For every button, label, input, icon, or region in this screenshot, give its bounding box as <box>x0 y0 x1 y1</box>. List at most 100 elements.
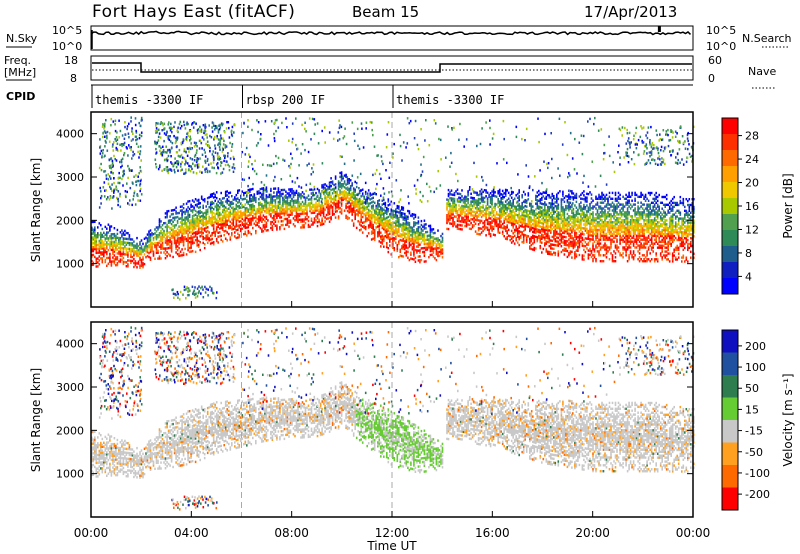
power-cell <box>209 238 212 241</box>
power-cell <box>252 226 254 230</box>
power-cell <box>187 241 189 244</box>
power-cell <box>595 197 597 200</box>
power-cell <box>407 227 409 230</box>
power-cell <box>116 228 119 232</box>
power-cell <box>370 193 373 196</box>
power-cell <box>334 191 337 194</box>
power-cell <box>608 195 611 198</box>
power-cell <box>625 213 627 216</box>
power-cell <box>604 244 606 247</box>
power-cell <box>625 234 627 237</box>
power-cell <box>197 228 200 231</box>
power-cell <box>234 209 236 213</box>
power-cell <box>464 207 466 210</box>
power-cell <box>258 192 260 195</box>
power-cell <box>249 217 251 221</box>
power-cell <box>539 207 542 211</box>
power-cell <box>384 209 387 212</box>
power-cell <box>202 220 204 223</box>
power-cell <box>226 215 228 219</box>
power-cell <box>154 242 156 245</box>
power-cell <box>240 202 242 205</box>
power-cell <box>563 239 566 242</box>
power-cell <box>480 206 483 209</box>
power-cell <box>414 241 417 244</box>
power-cell <box>98 233 101 237</box>
power-cell <box>345 173 347 177</box>
power-cell <box>566 212 569 216</box>
power-cell <box>209 193 212 196</box>
power-cell <box>500 202 502 206</box>
power-cell <box>559 225 561 228</box>
power-cell <box>112 250 114 253</box>
power-cell <box>607 211 609 214</box>
power-cell <box>416 227 418 231</box>
power-cell <box>343 174 346 177</box>
power-cell <box>258 221 260 224</box>
power-cell <box>303 204 305 207</box>
power-cell <box>238 234 241 237</box>
power-cell <box>246 226 248 229</box>
power-cell <box>375 226 377 229</box>
power-cell <box>607 226 609 230</box>
power-cell <box>176 227 179 230</box>
power-cell <box>584 227 587 230</box>
power-cell <box>626 222 629 226</box>
power-cell <box>551 214 554 217</box>
power-cell <box>535 235 537 238</box>
power-cell <box>504 206 507 209</box>
power-cell <box>438 246 441 250</box>
power-cell <box>530 240 533 243</box>
power-cell <box>572 246 575 250</box>
power-cell <box>377 203 379 207</box>
power-cell <box>221 240 224 243</box>
power-cell <box>345 187 347 190</box>
power-cell <box>167 209 170 213</box>
power-cell <box>318 220 320 223</box>
power-cell <box>501 207 504 210</box>
power-cell <box>522 212 525 215</box>
power-cell <box>164 221 167 225</box>
power-cell <box>601 191 603 195</box>
power-cell <box>181 238 183 241</box>
power-cell <box>152 250 155 253</box>
power-cell <box>217 241 219 244</box>
power-cell <box>541 212 543 215</box>
power-cell <box>471 224 474 227</box>
power-cell <box>554 251 557 255</box>
power-cell <box>535 194 537 198</box>
power-cell <box>461 212 463 215</box>
power-cell <box>358 203 361 207</box>
power-cell <box>151 249 153 253</box>
power-cell <box>148 244 150 247</box>
power-cell <box>271 195 274 198</box>
power-cell <box>157 251 159 254</box>
power-cell <box>604 236 606 239</box>
power-cell <box>614 221 617 224</box>
power-cell <box>512 208 514 212</box>
power-cell <box>616 246 618 249</box>
power-cell <box>100 245 102 248</box>
power-cell <box>324 198 326 202</box>
power-cell <box>516 214 519 217</box>
power-cell <box>208 206 210 209</box>
power-cell <box>103 255 105 258</box>
power-cell <box>268 211 271 214</box>
power-cell <box>97 247 99 251</box>
power-cell <box>337 197 340 201</box>
power-cell <box>197 243 200 246</box>
power-cell <box>91 220 93 224</box>
power-cell <box>614 193 617 197</box>
power-cell <box>577 249 579 252</box>
power-cell <box>91 228 93 231</box>
power-cell <box>610 205 612 208</box>
power-cell <box>319 214 322 217</box>
power-cell <box>197 220 200 223</box>
power-cell <box>292 223 295 226</box>
power-cell <box>416 249 418 252</box>
power-cell <box>303 224 305 227</box>
power-cell <box>563 231 566 235</box>
power-cell <box>133 254 135 257</box>
power-cell <box>572 229 575 232</box>
power-cell <box>485 210 487 214</box>
